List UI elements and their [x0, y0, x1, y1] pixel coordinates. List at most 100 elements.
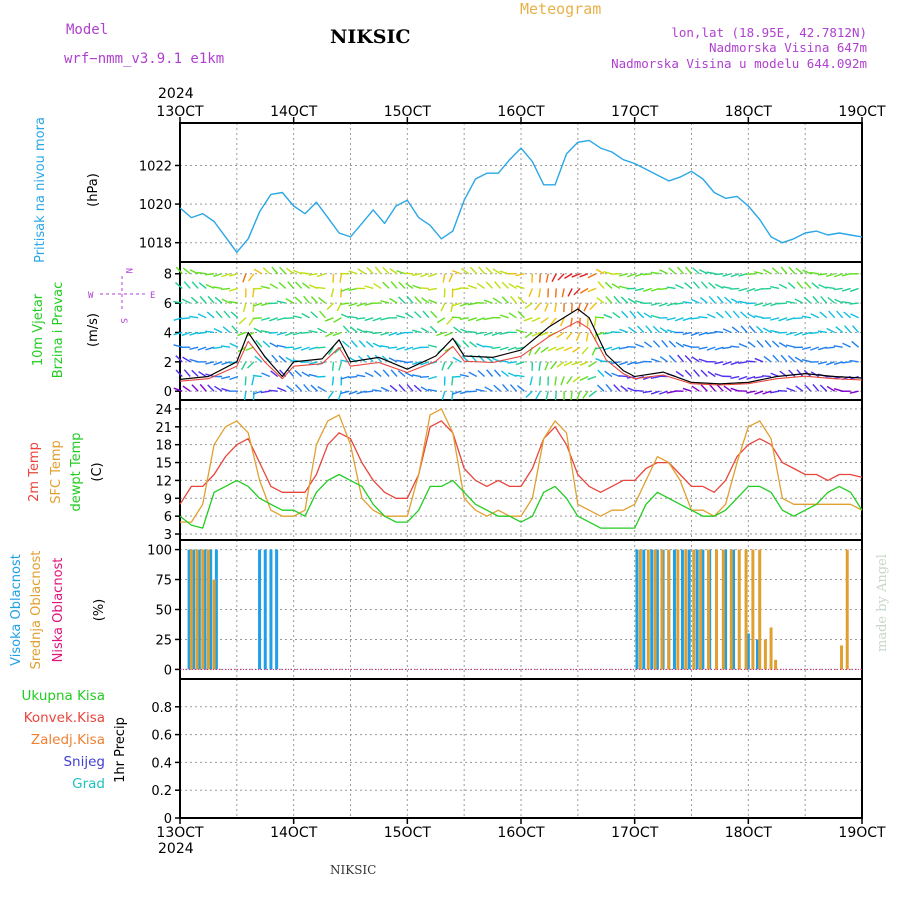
wind-arrow — [499, 270, 509, 275]
wind-arrow — [851, 340, 860, 348]
wind-arrow — [486, 369, 494, 377]
wind-arrow — [330, 288, 335, 298]
wind-arrow — [310, 311, 319, 319]
wind-arrow — [191, 384, 199, 392]
wind-arrow — [221, 298, 231, 304]
time-tick-label-top: 13OCT — [156, 104, 204, 120]
wind-arrow — [284, 346, 294, 349]
wind-arrow — [173, 344, 183, 348]
wind-arrow — [380, 299, 390, 304]
wind-arrow — [834, 298, 843, 304]
wind-arrow — [276, 331, 286, 336]
wind-arrow — [795, 385, 804, 392]
wind-arrow — [684, 354, 692, 363]
wind-arrow — [444, 331, 454, 337]
wind-unit: (m/s) — [86, 313, 101, 347]
wind-arrow — [398, 281, 406, 289]
wind-arrow — [540, 317, 549, 324]
wind-arrow — [421, 297, 430, 304]
wind-arrow — [310, 384, 319, 392]
wind-arrow — [544, 302, 549, 312]
wind-arrow — [777, 302, 788, 305]
wind-arrow — [422, 310, 430, 319]
wind-arrow — [284, 331, 294, 337]
wind-arrow — [374, 266, 382, 275]
wind-arrow — [620, 385, 629, 392]
wind-arrow — [213, 273, 223, 278]
wind-arrow — [604, 281, 613, 289]
temp-line-1 — [179, 420, 863, 505]
wind-arrow — [754, 271, 764, 275]
wind-arrow — [587, 287, 597, 293]
pressure-tick-label: 1020 — [139, 198, 172, 213]
wind-arrow — [364, 317, 374, 322]
wind-arrow — [493, 369, 502, 377]
wind-arrow — [485, 281, 494, 289]
wind-arrow — [460, 328, 469, 334]
cloud-bar — [680, 549, 684, 670]
footer-station: NIKSIC — [330, 863, 376, 877]
wind-arrow — [308, 346, 318, 351]
wind-arrow — [577, 302, 581, 313]
wind-arrow — [801, 346, 812, 351]
wind-gust-line — [179, 320, 863, 386]
cloud-bar — [258, 549, 262, 670]
wind-arrow — [730, 361, 740, 366]
cloud-bar — [676, 549, 680, 670]
wind-ylabel2: Brzina i Pravac — [51, 282, 66, 379]
cloud-bar — [732, 549, 736, 670]
cloud-bar — [695, 549, 699, 670]
wind-arrow — [301, 371, 310, 378]
wind-arrow — [494, 281, 502, 289]
wind-arrow — [440, 302, 446, 312]
wind-arrow — [634, 361, 644, 365]
wind-arrow — [770, 317, 780, 321]
wind-arrow — [316, 273, 326, 278]
wind-arrow — [786, 344, 796, 348]
wind-arrow — [412, 361, 422, 366]
wind-arrow — [556, 361, 565, 368]
temp-tick-label: 6 — [164, 510, 172, 525]
wind-arrow — [229, 375, 239, 381]
wind-arrow — [594, 316, 605, 319]
wind-arrow — [231, 325, 239, 333]
wind-arrow — [714, 361, 724, 365]
wind-arrow — [260, 317, 270, 321]
wind-arrow — [770, 390, 780, 394]
wind-arrow — [618, 375, 628, 378]
wind-arrow — [459, 302, 469, 307]
wind-arrow — [677, 266, 685, 275]
wind-arrow — [570, 391, 573, 401]
compass-w: W — [88, 291, 94, 301]
wind-arrow — [666, 302, 676, 307]
wind-arrow — [327, 390, 335, 399]
wind-arrow — [485, 266, 494, 275]
wind-arrow — [254, 355, 263, 363]
time-tick-label-bottom: 17OCT — [611, 825, 659, 841]
wind-arrow — [787, 355, 796, 363]
model-label: Model — [66, 22, 108, 38]
cloud-bar — [214, 549, 218, 670]
wind-arrow — [286, 385, 295, 392]
cloud-tick-label: 75 — [155, 574, 172, 589]
wind-arrow — [450, 302, 454, 313]
wind-arrow — [634, 273, 644, 277]
wind-arrow — [300, 361, 310, 364]
wind-arrow — [308, 373, 318, 378]
wind-arrow — [237, 331, 247, 337]
wind-arrow — [812, 383, 820, 392]
wind-arrow — [173, 300, 183, 304]
wind-arrow — [286, 267, 295, 275]
model-elevation-label: Nadmorska Visina u modelu 644.092m — [611, 56, 867, 71]
station-title: NIKSIC — [330, 26, 411, 48]
wind-arrow — [507, 361, 517, 364]
wind-arrow — [539, 273, 542, 283]
wind-arrow — [698, 346, 708, 350]
cloud-bar — [707, 549, 711, 670]
wind-arrow — [499, 346, 509, 351]
wind-arrow — [826, 327, 836, 334]
wind-arrow — [303, 295, 311, 304]
cloud-bar — [263, 549, 267, 670]
cloud-bar — [840, 645, 844, 670]
cloud-bar — [667, 549, 671, 670]
